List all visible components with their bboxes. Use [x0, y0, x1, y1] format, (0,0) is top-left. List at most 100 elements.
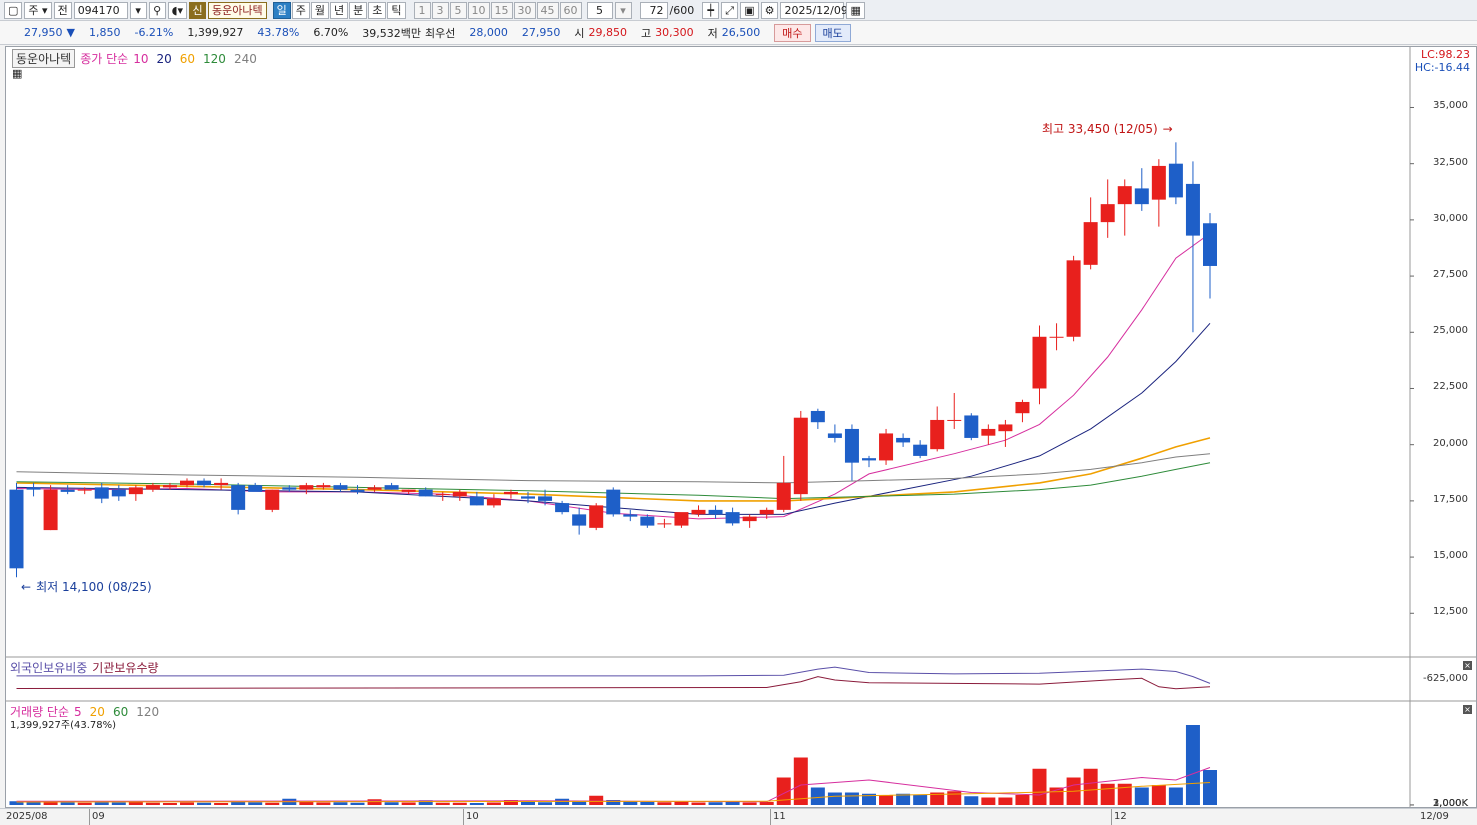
candle-body: [862, 458, 876, 461]
grid-toggle-icon[interactable]: ▦: [12, 67, 23, 80]
candle-body: [60, 489, 75, 492]
holding-y-tick: -625,000: [1423, 673, 1468, 684]
change-value: 1,850: [88, 26, 121, 39]
chart-area[interactable]: 동운아나텍 종가 단순 10 20 60 120 240 ▦ LC:98.23 HC:-…: [5, 46, 1477, 809]
speaker-icon[interactable]: ◖▾: [167, 1, 188, 19]
period-type-select[interactable]: 주 ▾: [24, 1, 52, 19]
price-y-tick-label: 25,000: [1433, 325, 1468, 337]
volume-bar: [981, 797, 996, 805]
price-y-tick-label: 12,500: [1433, 606, 1468, 618]
interval-tab-4[interactable]: 분: [349, 1, 368, 19]
volume-bar: [503, 800, 518, 805]
date-input[interactable]: 2025/12/09: [780, 1, 848, 19]
volume-panel-close-icon[interactable]: ×: [1463, 705, 1472, 714]
volume-bar: [77, 802, 92, 805]
window-icon[interactable]: ▢: [4, 1, 23, 19]
volume-bar: [1117, 783, 1132, 805]
volume-bar: [401, 802, 416, 805]
number-button-15[interactable]: 15: [490, 1, 513, 19]
candle-type-icon[interactable]: ┿: [702, 1, 720, 19]
volume-bar: [793, 757, 808, 805]
volume-ma-legend-5: 5: [74, 704, 82, 719]
interval-tab-5[interactable]: 초: [368, 1, 387, 19]
ma-legend-10: 10: [133, 51, 149, 66]
code-dropdown-icon[interactable]: ▾: [129, 1, 147, 19]
price-y-tick-label: 35,000: [1433, 100, 1468, 112]
interval-tab-6[interactable]: 틱: [387, 1, 406, 19]
candle-body: [1203, 223, 1217, 266]
x-axis: 2025/08 09 10 11 12 12/09: [0, 808, 1477, 825]
volume-bar: [930, 792, 945, 805]
x-axis-label: 12/09: [1420, 811, 1449, 822]
candle-body: [521, 496, 535, 499]
custom-n-input[interactable]: 5: [586, 1, 613, 19]
number-buttons: 1 3 5 10 15 30 45 60: [413, 1, 582, 19]
number-button-3[interactable]: 3: [431, 1, 449, 19]
volume-ma-legend-20: 20: [89, 704, 105, 719]
volume-bar: [1083, 768, 1098, 805]
interval-tab-2[interactable]: 월: [310, 1, 329, 19]
lc-value: LC:98.23: [1420, 48, 1470, 61]
market-select[interactable]: 전: [53, 1, 72, 19]
interval-tab-3[interactable]: 년: [330, 1, 349, 19]
number-button-5[interactable]: 5: [449, 1, 467, 19]
interval-tab-1[interactable]: 주: [291, 1, 310, 19]
volume-bar: [128, 801, 143, 805]
candle-body: [469, 496, 484, 506]
ma-legend-20: 20: [156, 51, 172, 66]
volume-ma-legend-periods: 5 20 60 120: [74, 705, 159, 719]
calendar-icon[interactable]: ▦: [846, 1, 865, 19]
search-icon[interactable]: ⚲: [148, 1, 166, 19]
candle-body: [896, 437, 911, 443]
volume-bar: [486, 802, 501, 805]
volume-subtitle: 1,399,927주(43.78%): [10, 720, 117, 731]
number-button-1[interactable]: 1: [413, 1, 431, 19]
candle-body: [623, 514, 638, 517]
settings-gear-icon[interactable]: ⚙: [760, 1, 779, 19]
candle-body: [640, 516, 655, 526]
high-annotation: 최고 33,450 (12/05) →: [1042, 120, 1173, 137]
draw-tool-icon[interactable]: ⤢: [721, 1, 739, 19]
stock-tag[interactable]: 동운아나텍: [12, 49, 76, 68]
volume-bar: [896, 793, 911, 805]
count-input[interactable]: 72: [639, 1, 668, 19]
code-input[interactable]: 094170: [73, 1, 128, 19]
candle-body: [1083, 222, 1098, 265]
stock-name-box[interactable]: 동운아나텍: [208, 1, 267, 19]
sell-button[interactable]: 매도: [814, 23, 851, 42]
number-button-60[interactable]: 60: [559, 1, 582, 19]
buy-button[interactable]: 매수: [774, 23, 811, 42]
volume-bar: [913, 794, 928, 805]
candle-body: [299, 485, 314, 490]
candle-body: [674, 512, 689, 526]
custom-n-dropdown-icon[interactable]: ▾: [614, 1, 632, 19]
volume-bar: [384, 802, 399, 805]
current-price: 27,950: [24, 26, 63, 39]
save-icon[interactable]: ▣: [740, 1, 759, 19]
price-y-tick-label: 30,000: [1433, 212, 1468, 224]
quote-bar: 27,950 ▼ 1,850 -6.21% 1,399,927 43.78% 6…: [0, 21, 1477, 45]
candle-body: [162, 485, 177, 488]
volume-bar: [657, 802, 672, 805]
price-y-tick-label: 20,000: [1433, 437, 1468, 449]
candle-body: [776, 482, 791, 510]
candle-body: [452, 491, 467, 497]
volume-bar: [725, 802, 740, 805]
number-button-45[interactable]: 45: [536, 1, 559, 19]
number-button-10[interactable]: 10: [467, 1, 490, 19]
volume-bar: [43, 801, 58, 805]
candle-body: [827, 433, 842, 438]
ma-line-20: [16, 322, 1211, 515]
holding-panel-close-icon[interactable]: ×: [1463, 661, 1472, 670]
candle-body: [657, 523, 672, 525]
candle-body: [1049, 336, 1064, 338]
number-button-30[interactable]: 30: [513, 1, 536, 19]
candle-body: [367, 487, 382, 490]
low-annotation: ← 최저 14,100 (08/25): [21, 578, 152, 595]
x-axis-label: 11: [773, 811, 786, 822]
x-axis-label: 2025/08: [6, 811, 48, 822]
chart-canvas[interactable]: [6, 47, 1476, 807]
volume-bar: [26, 802, 41, 805]
interval-tab-0[interactable]: 일: [272, 1, 291, 19]
candle-body: [810, 410, 825, 423]
